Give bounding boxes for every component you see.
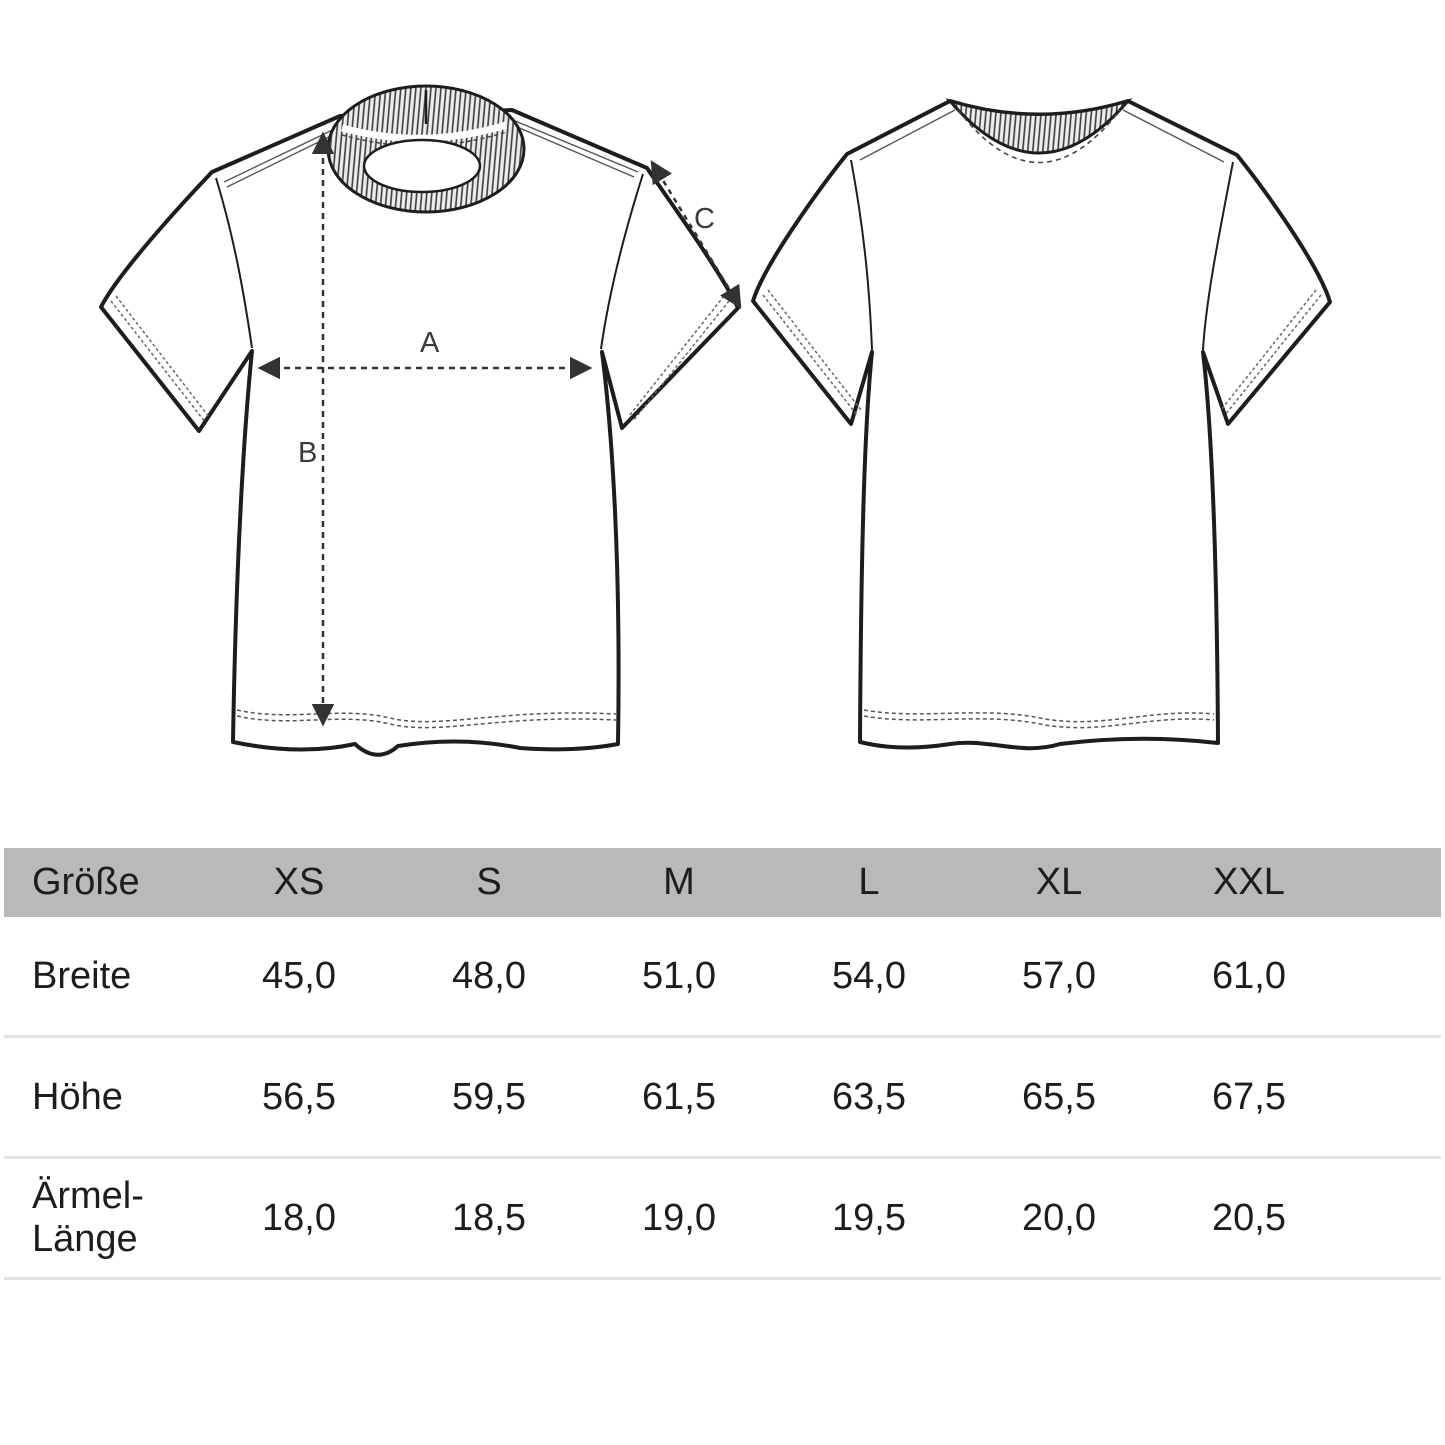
cell-breite-xl: 57,0: [1022, 954, 1096, 997]
table-header-row: Größe XS S M L XL XXL: [4, 848, 1441, 917]
column-header-groesse: Größe: [32, 861, 140, 904]
measurement-arrow-b: B: [298, 131, 335, 727]
cell-aermel-xxl: 20,5: [1212, 1196, 1286, 1239]
tshirt-back-diagram: [751, 98, 1332, 751]
cell-hoehe-xl: 65,5: [1022, 1075, 1096, 1118]
cell-hoehe-m: 61,5: [642, 1075, 716, 1118]
cell-aermel-xs: 18,0: [262, 1196, 336, 1239]
cell-breite-m: 51,0: [642, 954, 716, 997]
measurement-arrow-c: C: [650, 160, 742, 309]
column-header-xl: XL: [1035, 861, 1083, 904]
cell-aermel-l: 19,5: [832, 1196, 906, 1239]
cell-breite-xxl: 61,0: [1212, 954, 1286, 997]
cell-breite-xs: 45,0: [262, 954, 336, 997]
cell-hoehe-s: 59,5: [452, 1075, 526, 1118]
table-row-breite: Breite 45,0 48,0 51,0 54,0 57,0 61,0: [4, 917, 1441, 1038]
cell-hoehe-l: 63,5: [832, 1075, 906, 1118]
row-label: Breite: [32, 954, 132, 997]
table-row-hoehe: Höhe 56,5 59,5 61,5 63,5 65,5 67,5: [4, 1038, 1441, 1159]
column-header-s: S: [476, 861, 502, 904]
measurement-arrow-a: A: [257, 327, 593, 380]
row-label: Höhe: [32, 1075, 123, 1118]
cell-hoehe-xs: 56,5: [262, 1075, 336, 1118]
measurement-label-a: A: [420, 327, 440, 359]
back-collar: [945, 98, 1133, 164]
cell-hoehe-xxl: 67,5: [1212, 1075, 1286, 1118]
column-header-xs: XS: [273, 861, 325, 904]
cell-breite-l: 54,0: [832, 954, 906, 997]
row-label: Ärmel-Länge: [32, 1175, 144, 1260]
cell-breite-s: 48,0: [452, 954, 526, 997]
size-diagram: A B C: [99, 84, 1332, 757]
cell-aermel-s: 18,5: [452, 1196, 526, 1239]
tshirt-front-diagram: A B C: [99, 84, 742, 757]
column-header-l: L: [858, 861, 880, 904]
measurement-label-b: B: [298, 437, 317, 469]
cell-aermel-xl: 20,0: [1022, 1196, 1096, 1239]
front-collar: [326, 84, 526, 214]
size-table: Größe XS S M L XL XXL Breite 45,0 48,0 5…: [4, 848, 1441, 1280]
column-header-xxl: XXL: [1213, 861, 1285, 904]
cell-aermel-m: 19,0: [642, 1196, 716, 1239]
measurement-label-c: C: [694, 203, 715, 235]
column-header-m: M: [663, 861, 695, 904]
table-row-aermellaenge: Ärmel-Länge 18,0 18,5 19,0 19,5 20,0 20,…: [4, 1159, 1441, 1280]
